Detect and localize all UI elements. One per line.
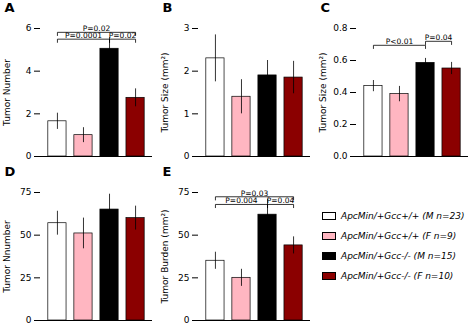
svg-text:1: 1 [184,109,190,119]
svg-text:75: 75 [178,187,189,197]
svg-text:0.6: 0.6 [333,55,348,65]
svg-text:0: 0 [26,315,32,325]
svg-text:C: C [321,0,331,15]
svg-text:P=0.02: P=0.02 [109,31,137,40]
svg-text:0.2: 0.2 [333,119,347,129]
svg-text:Tumor Size (mm²): Tumor Size (mm²) [160,52,170,133]
svg-text:0.0: 0.0 [333,151,348,161]
svg-text:2: 2 [184,66,190,76]
svg-text:50: 50 [178,230,190,240]
svg-text:P<0.01: P<0.01 [386,37,414,46]
svg-text:Tumor Burden (mm²): Tumor Burden (mm²) [160,209,170,304]
svg-text:0: 0 [184,315,190,325]
svg-text:0: 0 [184,151,190,161]
html-text:ApcMin/+Gcc-/- (F n=10): ApcMin/+Gcc-/- (F n=10) [341,271,454,281]
svg-text:P=0.04: P=0.04 [425,33,453,42]
svg-text:B: B [163,0,173,15]
html-text:ApcMin/+Gcc-/- (M n=15): ApcMin/+Gcc-/- (M n=15) [341,251,456,261]
svg-text:A: A [5,0,15,15]
svg-text:Tumor Size (mm²): Tumor Size (mm²) [318,52,328,133]
svg-text:75: 75 [20,187,31,197]
svg-text:P=0.02: P=0.02 [83,24,111,33]
svg-text:25: 25 [20,273,31,283]
svg-text:2: 2 [26,109,32,119]
svg-text:4: 4 [26,66,32,76]
svg-text:E: E [163,164,172,179]
svg-text:0.4: 0.4 [333,87,348,97]
svg-text:0: 0 [26,151,32,161]
svg-text:0.8: 0.8 [333,23,348,33]
svg-text:P=0.03: P=0.03 [241,189,269,198]
html-text:ApcMin/+Gcc+/+ (M n=23): ApcMin/+Gcc+/+ (M n=23) [341,211,465,221]
svg-text:Tumor Number: Tumor Number [2,59,12,127]
svg-text:25: 25 [178,273,189,283]
svg-text:3: 3 [184,23,190,33]
svg-text:P=0.0001: P=0.0001 [64,31,102,41]
svg-text:P=0.04: P=0.04 [267,196,295,205]
html-text:ApcMin/+Gcc+/+ (F n=9): ApcMin/+Gcc+/+ (F n=9) [341,231,457,241]
svg-text:D: D [5,164,16,179]
svg-text:50: 50 [20,230,32,240]
svg-text:Tumor Nnumber: Tumor Nnumber [2,220,12,294]
svg-text:6: 6 [26,23,32,33]
svg-text:P=0.004: P=0.004 [225,196,258,205]
